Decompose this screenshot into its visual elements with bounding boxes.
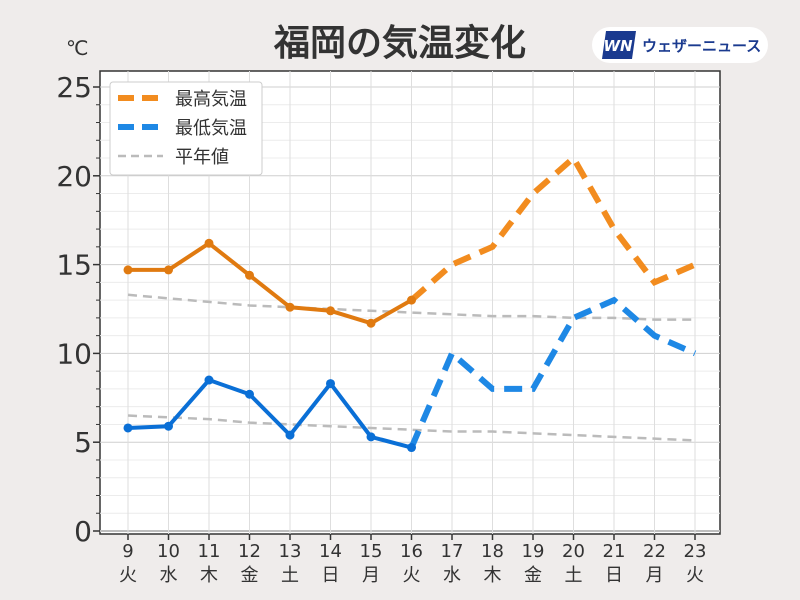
min-point xyxy=(407,443,416,453)
min-point xyxy=(123,423,133,433)
x-tick-label-weekday: 火 xyxy=(686,565,704,586)
x-tick-label-weekday: 日 xyxy=(605,565,623,586)
legend-label: 最低気温 xyxy=(175,118,247,139)
legend-box xyxy=(109,81,263,176)
min-point xyxy=(326,379,335,389)
max-point xyxy=(407,295,416,305)
y-tick-label: 10 xyxy=(56,337,92,370)
svg-text:WN: WN xyxy=(603,37,633,55)
min-point xyxy=(204,375,214,385)
x-tick-label-date: 13 xyxy=(279,541,302,562)
min-observed-line xyxy=(127,378,413,450)
max-point xyxy=(366,318,376,328)
max-forecast-line xyxy=(409,153,697,303)
x-tick-label-weekday: 水 xyxy=(443,565,461,586)
weathernews-logo-icon: WN xyxy=(602,31,636,59)
brand-badge: WN ウェザーニュース xyxy=(592,27,768,63)
max-point xyxy=(164,265,173,275)
x-tick-label-date: 18 xyxy=(481,541,504,562)
x-tick-label-date: 9 xyxy=(122,541,133,562)
x-tick-label-date: 20 xyxy=(562,541,585,562)
x-tick-label-date: 21 xyxy=(603,541,626,562)
normal-line-lower xyxy=(127,414,696,442)
min-point xyxy=(164,421,173,431)
x-tick-label-weekday: 土 xyxy=(281,565,299,586)
max-point xyxy=(326,306,335,316)
chart-title: 福岡の気温変化 xyxy=(273,23,526,64)
x-tick-label-date: 22 xyxy=(643,541,666,562)
x-tick-label-weekday: 土 xyxy=(565,565,583,586)
y-tick-label: 20 xyxy=(56,160,92,193)
min-point xyxy=(245,389,254,399)
y-unit-label: ℃ xyxy=(66,36,89,60)
normal-line-upper xyxy=(127,293,695,321)
x-tick-label-date: 16 xyxy=(400,541,423,562)
x-tick-label-weekday: 火 xyxy=(403,565,421,586)
x-tick-label-weekday: 木 xyxy=(484,565,502,586)
legend-label: 最高気温 xyxy=(175,89,247,110)
max-point xyxy=(245,270,254,280)
x-tick-label-date: 10 xyxy=(157,541,180,562)
x-tick-label-date: 23 xyxy=(684,541,707,562)
y-tick-label: 25 xyxy=(56,71,92,104)
max-point xyxy=(123,265,133,275)
x-tick-label-weekday: 月 xyxy=(646,565,664,586)
x-tick-label-date: 17 xyxy=(441,541,464,562)
x-tick-label-weekday: 水 xyxy=(160,565,178,586)
temperature-series xyxy=(123,153,697,453)
normal-series xyxy=(127,293,696,442)
x-tick-label-date: 12 xyxy=(238,541,261,562)
y-tick-label: 15 xyxy=(56,249,92,282)
x-tick-label-weekday: 木 xyxy=(200,565,218,586)
legend-label: 平年値 xyxy=(175,147,229,168)
min-forecast-line xyxy=(408,296,697,449)
x-tick-label-date: 11 xyxy=(198,541,221,562)
x-tick-label-weekday: 日 xyxy=(322,565,340,586)
x-tick-label-date: 19 xyxy=(522,541,545,562)
brand-name: ウェザーニュース xyxy=(642,36,762,55)
min-point xyxy=(285,430,295,440)
max-observed-line xyxy=(128,241,413,326)
max-point xyxy=(285,302,295,312)
y-tick-label: 5 xyxy=(74,426,92,459)
x-tick-label-weekday: 火 xyxy=(119,565,137,586)
axes: 05101520259火10水11木12金13土14日15月16火17水18木1… xyxy=(56,71,706,586)
y-tick-label: 0 xyxy=(74,515,92,548)
min-point xyxy=(366,432,376,442)
x-tick-label-weekday: 金 xyxy=(524,565,542,586)
x-tick-label-date: 14 xyxy=(319,541,342,562)
x-tick-label-weekday: 金 xyxy=(241,565,259,586)
x-tick-label-date: 15 xyxy=(360,541,383,562)
x-tick-label-weekday: 月 xyxy=(362,565,380,586)
max-point xyxy=(204,238,214,248)
